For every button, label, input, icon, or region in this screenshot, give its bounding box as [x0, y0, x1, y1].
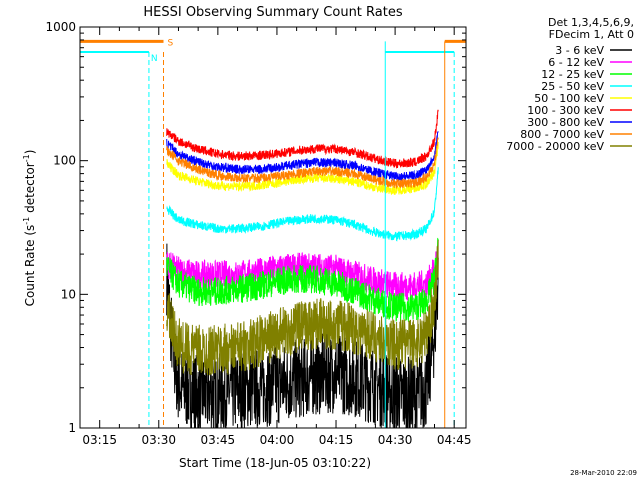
- x-tick-label-1: 03:30: [141, 433, 176, 447]
- y-tick-label-0: 1: [68, 421, 76, 435]
- legend-label-5: 100 - 300 keV: [527, 104, 604, 117]
- legend-label-1: 6 - 12 keV: [548, 56, 604, 69]
- night-flag-label: N: [151, 54, 158, 64]
- plot-frame: [79, 26, 467, 429]
- x-tick-label-2: 03:45: [201, 433, 236, 447]
- y-tick-label-2: 100: [53, 154, 76, 168]
- series-line-7: [166, 137, 439, 189]
- series-line-3: [166, 167, 439, 242]
- chart-title: HESSI Observing Summary Count Rates: [143, 5, 402, 20]
- y-axis-label: Count Rate (s-1 detector-1): [22, 150, 37, 307]
- legend-header-line1: Det 1,3,4,5,6,9,: [548, 16, 634, 29]
- legend-label-4: 50 - 100 keV: [534, 92, 604, 105]
- legend-label-0: 3 - 6 keV: [555, 44, 604, 57]
- x-axis-label: Start Time (18-Jun-05 03:10:22): [179, 456, 371, 470]
- x-tick-label-4: 04:15: [319, 433, 354, 447]
- saa-flag-label: S: [168, 38, 174, 48]
- legend-label-7: 800 - 7000 keV: [520, 128, 604, 141]
- series-line-6: [166, 131, 439, 182]
- series-line-5: [166, 109, 439, 169]
- y-tick-label-1: 10: [61, 287, 76, 301]
- series-line-8: [166, 240, 439, 376]
- series-line-2: [166, 237, 439, 322]
- legend-label-6: 300 - 800 keV: [527, 116, 604, 129]
- x-tick-label-6: 04:45: [437, 433, 472, 447]
- x-tick-label-3: 04:00: [260, 433, 295, 447]
- x-tick-label-0: 03:15: [82, 433, 117, 447]
- legend-header-line2: FDecim 1, Att 0: [549, 28, 634, 41]
- x-tick-label-5: 04:30: [378, 433, 413, 447]
- legend-label-2: 12 - 25 keV: [541, 68, 604, 81]
- legend-label-8: 7000 - 20000 keV: [506, 140, 604, 153]
- plot-timestamp: 28-Mar-2010 22:09: [570, 469, 637, 477]
- legend-label-3: 25 - 50 keV: [541, 80, 604, 93]
- series-line-0: [166, 243, 439, 428]
- y-tick-label-3: 1000: [45, 20, 76, 34]
- series-line-1: [166, 245, 439, 301]
- series-line-4: [166, 141, 439, 196]
